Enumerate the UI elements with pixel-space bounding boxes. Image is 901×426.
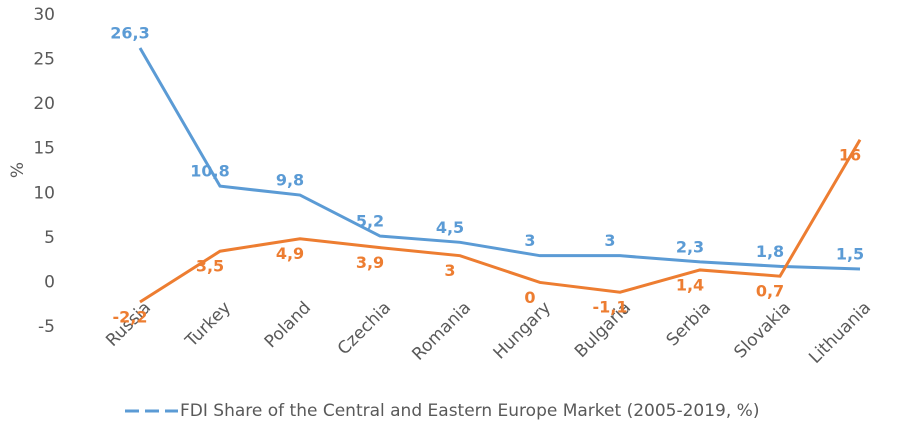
x-tick-label: Romania [408, 298, 475, 365]
data-label: -2,2 [113, 308, 148, 327]
data-label: 4,5 [436, 218, 464, 237]
y-tick-label: 15 [33, 139, 55, 159]
data-label: 1,5 [836, 245, 864, 264]
data-label: 2,3 [676, 237, 704, 256]
data-label: 0,7 [756, 282, 784, 301]
x-tick-label: Slovakia [730, 298, 795, 363]
data-label: 1,8 [756, 242, 784, 261]
data-label: 3,9 [356, 253, 384, 272]
y-tick-label: 20 [33, 94, 55, 114]
y-tick-label: 5 [44, 228, 55, 248]
data-label: 5,2 [356, 212, 384, 231]
data-label: 1,4 [676, 275, 704, 294]
data-label: 3,5 [196, 257, 224, 276]
y-axis-label: % [8, 162, 28, 178]
series-line [139, 139, 862, 304]
data-label: 9,8 [276, 171, 304, 190]
x-tick-label: Hungary [490, 298, 555, 363]
x-tick-label: Turkey [181, 298, 235, 352]
x-tick-label: Czechia [334, 298, 395, 359]
y-tick-label: 25 [33, 50, 55, 70]
data-label: 3 [604, 231, 615, 250]
x-tick-label: Poland [261, 298, 315, 352]
data-label: 4,9 [276, 244, 304, 263]
data-label: 3 [444, 261, 455, 280]
data-label: 3 [524, 231, 535, 250]
legend-label: FDI Share of the Central and Eastern Eur… [180, 401, 759, 421]
data-label: 0 [524, 288, 535, 307]
y-tick-label: -5 [38, 317, 55, 337]
y-tick-label: 10 [33, 183, 55, 203]
series-line [138, 47, 861, 271]
y-tick-label: 30 [33, 5, 55, 25]
x-tick-label: Serbia [663, 298, 715, 350]
y-tick-label: 0 [44, 272, 55, 292]
data-label: 10,8 [190, 162, 229, 181]
x-tick-label: Lithuania [805, 298, 875, 368]
data-label: -1,1 [593, 298, 628, 317]
data-label: 16 [839, 145, 861, 164]
data-label: 26,3 [110, 23, 149, 42]
